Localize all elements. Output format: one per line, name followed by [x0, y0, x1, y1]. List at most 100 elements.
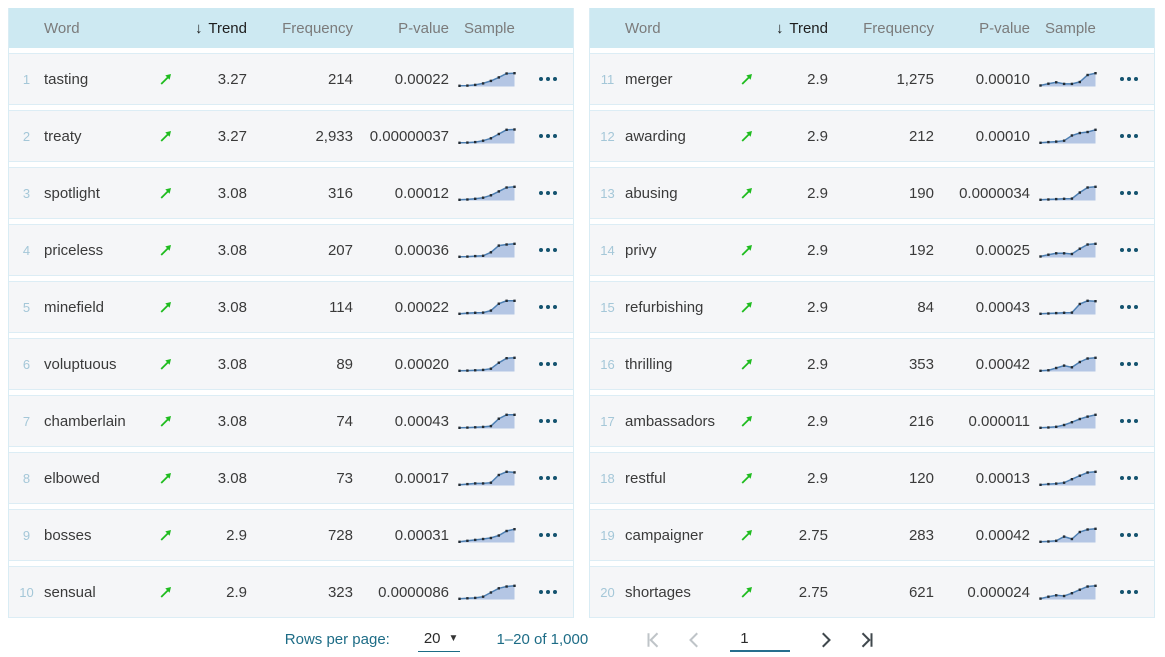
row-menu-button[interactable] — [1104, 305, 1154, 309]
ellipsis-icon — [539, 533, 543, 537]
table-row[interactable]: 14 privy 2.9 192 0.00025 — [590, 224, 1154, 276]
table-row[interactable]: 19 campaigner 2.75 283 0.00042 — [590, 509, 1154, 561]
table-row[interactable]: 16 thrilling 2.9 353 0.00042 — [590, 338, 1154, 390]
ellipsis-icon — [1127, 191, 1131, 195]
table-row[interactable]: 11 merger 2.9 1,275 0.00010 — [590, 53, 1154, 105]
frequency-column-header[interactable]: Frequency — [282, 19, 353, 37]
trend-up-icon — [150, 128, 182, 144]
row-menu-button[interactable] — [1104, 134, 1154, 138]
sample-sparkline[interactable] — [455, 241, 523, 259]
sample-sparkline[interactable] — [455, 355, 523, 373]
pvalue-column-header[interactable]: P-value — [979, 19, 1030, 37]
trend-up-icon — [731, 128, 763, 144]
sample-sparkline[interactable] — [1036, 241, 1104, 259]
row-index: 10 — [19, 584, 34, 600]
ellipsis-icon — [1127, 590, 1131, 594]
ellipsis-icon — [546, 419, 550, 423]
sample-sparkline[interactable] — [1036, 412, 1104, 430]
table-row[interactable]: 6 voluptuous 3.08 89 0.00020 — [9, 338, 573, 390]
sample-sparkline[interactable] — [1036, 184, 1104, 202]
last-page-button[interactable] — [857, 630, 877, 650]
table-row[interactable]: 10 sensual 2.9 323 0.0000086 — [9, 566, 573, 618]
row-menu-button[interactable] — [523, 191, 573, 195]
pvalue-column-header[interactable]: P-value — [398, 19, 449, 37]
frequency-value: 212 — [908, 127, 934, 145]
row-menu-button[interactable] — [523, 476, 573, 480]
row-menu-button[interactable] — [1104, 476, 1154, 480]
row-menu-button[interactable] — [523, 248, 573, 252]
row-menu-button[interactable] — [523, 305, 573, 309]
sample-sparkline[interactable] — [455, 583, 523, 601]
pvalue-value: 0.00042 — [975, 526, 1030, 544]
sample-sparkline[interactable] — [1036, 469, 1104, 487]
row-menu-button[interactable] — [1104, 590, 1154, 594]
pvalue-value: 0.00020 — [394, 355, 449, 373]
table-row[interactable]: 5 minefield 3.08 114 0.00022 — [9, 281, 573, 333]
trend-up-icon — [150, 527, 182, 543]
trend-up-icon — [150, 185, 182, 201]
pvalue-value: 0.00043 — [394, 412, 449, 430]
table-row[interactable]: 1 tasting 3.27 214 0.00022 — [9, 53, 573, 105]
rows-per-page-select[interactable]: 20 ▼ — [417, 627, 461, 652]
sample-sparkline[interactable] — [1036, 70, 1104, 88]
prev-page-button[interactable] — [685, 630, 705, 650]
sample-sparkline[interactable] — [1036, 355, 1104, 373]
trend-value: 2.9 — [226, 583, 247, 601]
sample-sparkline[interactable] — [455, 184, 523, 202]
frequency-value: 89 — [336, 355, 353, 373]
table-row[interactable]: 17 ambassadors 2.9 216 0.000011 — [590, 395, 1154, 447]
row-menu-button[interactable] — [1104, 533, 1154, 537]
row-menu-button[interactable] — [523, 419, 573, 423]
sample-sparkline[interactable] — [455, 412, 523, 430]
sample-sparkline[interactable] — [1036, 127, 1104, 145]
first-page-button[interactable] — [643, 630, 663, 650]
row-menu-button[interactable] — [523, 134, 573, 138]
frequency-column-header[interactable]: Frequency — [863, 19, 934, 37]
row-menu-button[interactable] — [523, 362, 573, 366]
table-row[interactable]: 7 chamberlain 3.08 74 0.00043 — [9, 395, 573, 447]
pvalue-value: 0.0000034 — [959, 184, 1030, 202]
sample-sparkline[interactable] — [455, 526, 523, 544]
table-row[interactable]: 13 abusing 2.9 190 0.0000034 — [590, 167, 1154, 219]
trend-up-icon — [150, 71, 182, 87]
row-menu-button[interactable] — [523, 77, 573, 81]
table-row[interactable]: 3 spotlight 3.08 316 0.00012 — [9, 167, 573, 219]
ellipsis-icon — [1120, 191, 1124, 195]
word-column-header[interactable]: Word — [44, 19, 80, 37]
row-menu-button[interactable] — [523, 533, 573, 537]
sample-sparkline[interactable] — [1036, 298, 1104, 316]
table-row[interactable]: 2 treaty 3.27 2,933 0.00000037 — [9, 110, 573, 162]
trend-column-header[interactable]: ↓ Trend — [194, 19, 247, 37]
trend-value: 3.08 — [217, 412, 247, 430]
table-row[interactable]: 20 shortages 2.75 621 0.000024 — [590, 566, 1154, 618]
row-index: 14 — [600, 242, 615, 258]
word-column-header[interactable]: Word — [625, 19, 661, 37]
row-menu-button[interactable] — [523, 590, 573, 594]
table-row[interactable]: 12 awarding 2.9 212 0.00010 — [590, 110, 1154, 162]
row-menu-button[interactable] — [1104, 248, 1154, 252]
table-row[interactable]: 8 elbowed 3.08 73 0.00017 — [9, 452, 573, 504]
row-menu-button[interactable] — [1104, 419, 1154, 423]
table-row[interactable]: 4 priceless 3.08 207 0.00036 — [9, 224, 573, 276]
row-menu-button[interactable] — [1104, 77, 1154, 81]
sample-sparkline[interactable] — [455, 469, 523, 487]
page-input[interactable] — [730, 627, 791, 652]
sample-sparkline[interactable] — [1036, 526, 1104, 544]
table-row[interactable]: 18 restful 2.9 120 0.00013 — [590, 452, 1154, 504]
pvalue-value: 0.00013 — [975, 469, 1030, 487]
sample-sparkline[interactable] — [455, 70, 523, 88]
table-row[interactable]: 9 bosses 2.9 728 0.00031 — [9, 509, 573, 561]
word-cell: tasting — [44, 70, 89, 88]
sample-sparkline[interactable] — [455, 298, 523, 316]
frequency-value: 283 — [908, 526, 934, 544]
sample-sparkline[interactable] — [1036, 583, 1104, 601]
word-cell: treaty — [44, 127, 82, 145]
row-menu-button[interactable] — [1104, 362, 1154, 366]
sample-sparkline[interactable] — [455, 127, 523, 145]
next-page-button[interactable] — [815, 630, 835, 650]
ellipsis-icon — [1134, 476, 1138, 480]
row-menu-button[interactable] — [1104, 191, 1154, 195]
trend-column-header[interactable]: ↓ Trend — [775, 19, 828, 37]
ellipsis-icon — [546, 248, 550, 252]
table-row[interactable]: 15 refurbishing 2.9 84 0.00043 — [590, 281, 1154, 333]
